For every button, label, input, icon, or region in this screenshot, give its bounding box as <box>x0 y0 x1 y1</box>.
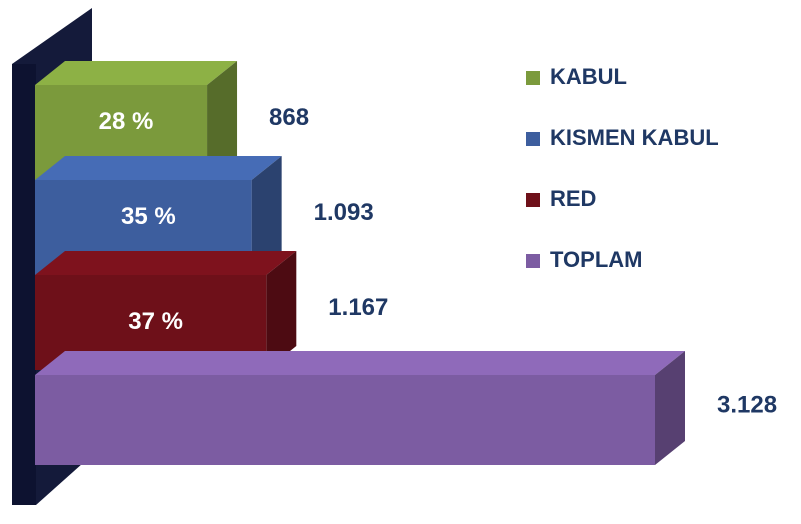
legend-label: RED <box>550 186 596 211</box>
bar-top <box>35 251 297 275</box>
bar-top <box>35 351 685 375</box>
legend-label: TOPLAM <box>550 247 642 272</box>
percent-label: 37 % <box>128 308 183 335</box>
percent-label: 35 % <box>121 203 176 230</box>
legend-swatch <box>526 132 540 146</box>
bar <box>35 375 655 465</box>
back-wall-side <box>12 64 36 505</box>
legend-swatch <box>526 254 540 268</box>
value-label: 1.093 <box>314 199 374 226</box>
bar-side <box>207 61 238 180</box>
value-label: 1.167 <box>328 294 388 321</box>
legend-swatch <box>526 71 540 85</box>
bar-side <box>266 251 297 370</box>
value-label: 3.128 <box>717 391 777 418</box>
bar-side <box>251 156 282 275</box>
bar-side <box>655 351 685 465</box>
bar-top <box>35 61 238 85</box>
legend-swatch <box>526 193 540 207</box>
legend-label: KISMEN KABUL <box>550 125 719 150</box>
percent-label: 28 % <box>99 108 154 135</box>
legend-label: KABUL <box>550 64 627 89</box>
bar-top <box>35 156 282 180</box>
value-label: 868 <box>269 104 309 131</box>
